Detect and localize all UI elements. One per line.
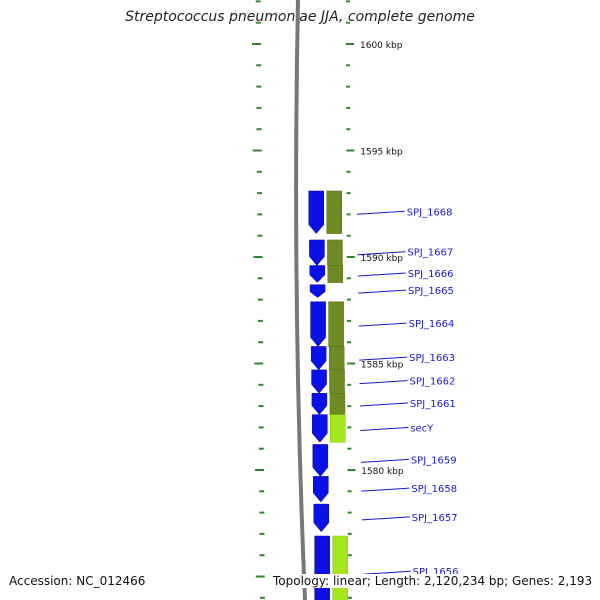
gene-block: [328, 301, 344, 347]
gene-label: SPJ_1664: [409, 319, 455, 330]
cds-arrow: [308, 190, 325, 234]
gene-block: [328, 346, 345, 371]
cds-arrow: [313, 476, 329, 503]
genome-title: Streptococcus pneumoniae JJA, complete g…: [125, 9, 475, 25]
cds-arrow: [310, 301, 326, 347]
gene-block: [329, 369, 345, 394]
cds-arrow: [309, 239, 325, 266]
cds-arrow: [309, 265, 326, 283]
genome-summary: Topology: linear; Length: 2,120,234 bp; …: [271, 574, 593, 588]
cds-arrow: [312, 414, 328, 443]
gene-label-line: [359, 356, 408, 361]
gene-label-line: [360, 426, 409, 431]
accession-label: Accession: NC_012466: [9, 574, 146, 588]
scale-label: 1585 kbp: [361, 361, 404, 371]
cds-arrow: [310, 346, 327, 371]
gene-label: SPJ_1659: [411, 455, 457, 466]
gene-label: SPJ_1667: [407, 248, 453, 259]
gene-label: SPJ_1656: [413, 567, 459, 578]
gene-label-line: [361, 487, 410, 492]
gene-label-line: [358, 289, 407, 294]
gene-label: SPJ_1666: [408, 269, 454, 280]
gene-label: SPJ_1662: [410, 377, 456, 388]
gene-label-line: [357, 251, 406, 256]
genome-backbone: [294, 0, 307, 600]
gene-label-line: [360, 458, 409, 463]
gene-label-line: [356, 210, 405, 215]
gene-label-line: [362, 570, 411, 575]
cds-arrow: [313, 503, 330, 533]
scale-label: 1600 kbp: [360, 41, 403, 51]
scale-label: 1595 kbp: [360, 148, 403, 158]
gene-label: secY: [410, 423, 434, 434]
cds-arrow: [309, 284, 326, 298]
cds-arrow: [312, 444, 329, 477]
gene-label: SPJ_1661: [410, 399, 456, 410]
cds-arrow: [311, 393, 328, 416]
gene-label: SPJ_1665: [408, 286, 454, 297]
gene-block: [327, 239, 343, 266]
gene-label: SPJ_1668: [407, 207, 453, 218]
gene-block: [330, 414, 346, 443]
gene-label-line: [359, 402, 408, 407]
gene-label-line: [358, 322, 407, 327]
gene-label-line: [359, 380, 408, 385]
gene-label: SPJ_1658: [411, 484, 457, 495]
gene-label: SPJ_1663: [409, 353, 455, 364]
gene-block: [329, 393, 346, 415]
gene-label-line: [361, 516, 410, 521]
cds-arrow: [311, 369, 327, 394]
scale-label: 1590 kbp: [361, 254, 404, 264]
cds-arrow: [314, 535, 330, 600]
gene-block: [326, 190, 343, 234]
scale-label: 1580 kbp: [361, 467, 404, 477]
gene-block: [332, 535, 348, 600]
gene-label-line: [357, 272, 406, 277]
gene-block: [327, 265, 344, 283]
gene-label: SPJ_1657: [412, 513, 458, 524]
